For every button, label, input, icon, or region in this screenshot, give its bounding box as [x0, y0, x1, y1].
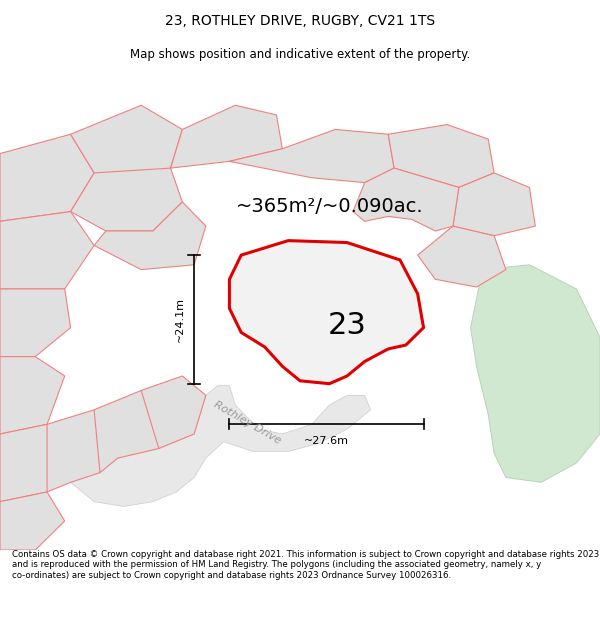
Polygon shape [388, 124, 494, 188]
Text: ~27.6m: ~27.6m [304, 436, 349, 446]
Polygon shape [71, 168, 182, 231]
Text: Map shows position and indicative extent of the property.: Map shows position and indicative extent… [130, 48, 470, 61]
Polygon shape [65, 386, 371, 506]
Polygon shape [470, 265, 600, 482]
Polygon shape [247, 258, 400, 338]
Polygon shape [94, 391, 170, 472]
Polygon shape [47, 410, 118, 492]
Text: Contains OS data © Crown copyright and database right 2021. This information is : Contains OS data © Crown copyright and d… [12, 550, 599, 580]
Text: ~24.1m: ~24.1m [175, 297, 185, 342]
Polygon shape [94, 202, 206, 269]
Polygon shape [0, 134, 94, 221]
Polygon shape [229, 129, 394, 182]
Text: ~365m²/~0.090ac.: ~365m²/~0.090ac. [236, 198, 423, 216]
Polygon shape [418, 226, 506, 287]
Polygon shape [0, 289, 71, 357]
Polygon shape [229, 241, 424, 384]
Polygon shape [0, 357, 65, 434]
Polygon shape [353, 168, 459, 231]
Text: 23, ROTHLEY DRIVE, RUGBY, CV21 1TS: 23, ROTHLEY DRIVE, RUGBY, CV21 1TS [165, 14, 435, 28]
Text: Rothley Drive: Rothley Drive [212, 399, 283, 446]
Polygon shape [170, 105, 283, 168]
Polygon shape [71, 105, 182, 182]
Polygon shape [0, 212, 94, 289]
Text: 23: 23 [328, 311, 367, 340]
Polygon shape [141, 376, 206, 449]
Polygon shape [453, 173, 535, 236]
Polygon shape [0, 492, 65, 550]
Polygon shape [0, 424, 71, 502]
